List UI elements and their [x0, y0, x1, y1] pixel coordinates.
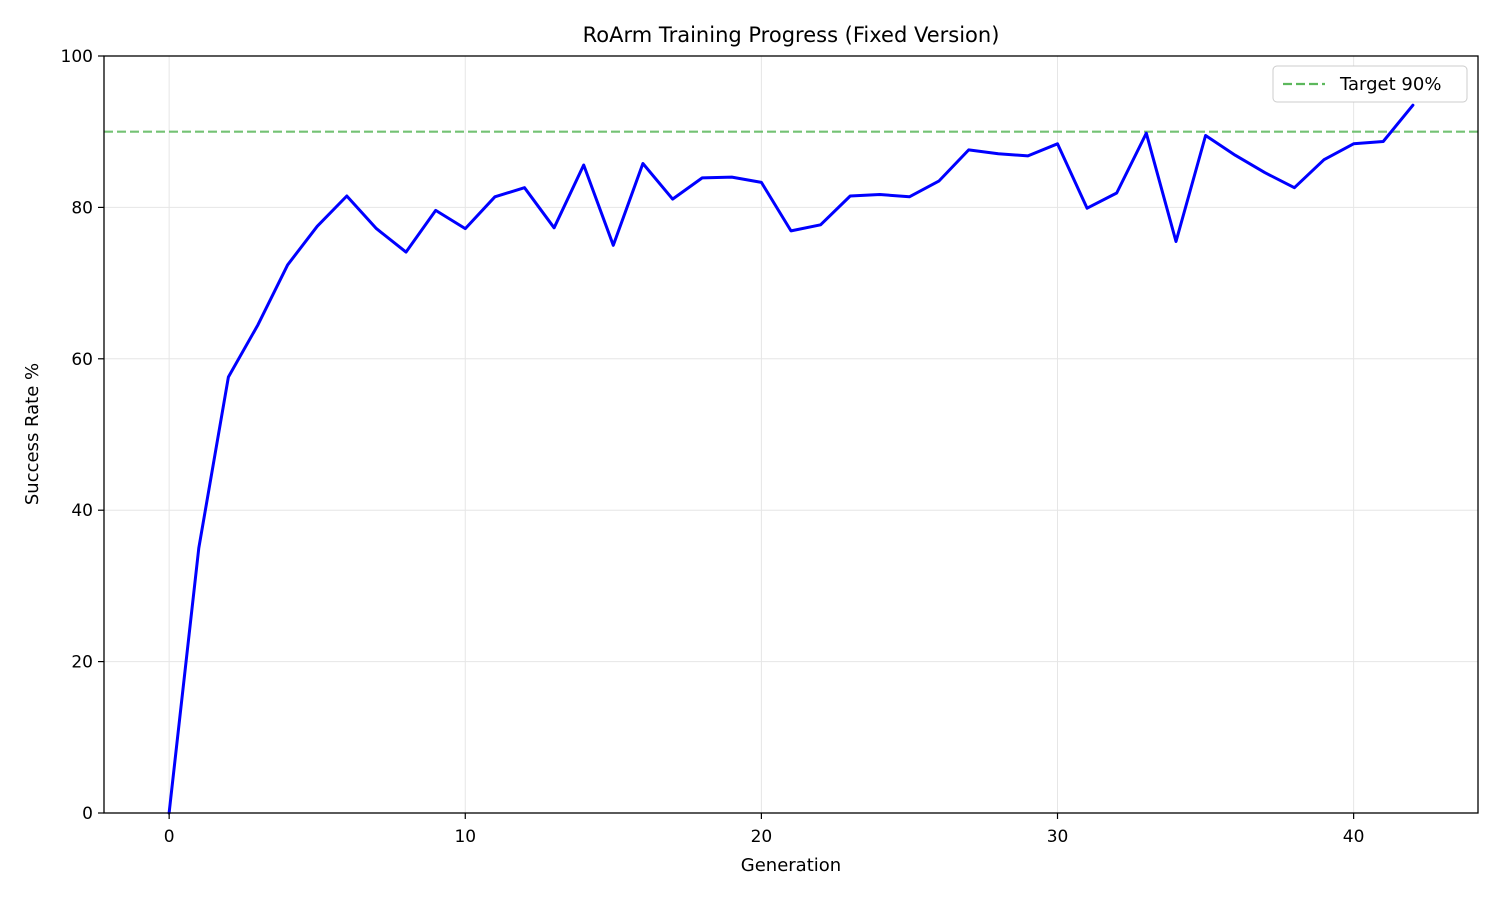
y-tick-label: 60	[71, 350, 93, 370]
x-axis-ticks: 0 10 20 30 40	[164, 813, 1365, 847]
plot-frame	[103, 55, 1479, 814]
x-tick-label: 40	[1343, 827, 1365, 847]
legend-box	[1272, 65, 1468, 103]
y-tick-label: 80	[71, 198, 93, 218]
success-rate-line	[167, 103, 1415, 815]
x-tick-label: 30	[1047, 827, 1069, 847]
y-axis-label: Success Rate %	[22, 363, 43, 505]
y-axis-ticks: 0 20 40 60 80 100	[61, 47, 104, 824]
legend-entry-target: Target 90%	[1339, 74, 1441, 95]
chart-title: RoArm Training Progress (Fixed Version)	[583, 23, 1000, 47]
x-tick-label: 20	[751, 827, 773, 847]
y-tick-label: 100	[61, 47, 93, 67]
x-tick-label: 0	[164, 827, 175, 847]
x-axis-label: Generation	[741, 855, 841, 876]
legend: Target 90%	[1272, 65, 1468, 103]
y-tick-label: 0	[82, 804, 93, 824]
y-tick-label: 40	[71, 501, 93, 521]
y-tick-label: 20	[71, 653, 93, 673]
x-tick-label: 10	[454, 827, 476, 847]
series-group	[167, 103, 1415, 815]
